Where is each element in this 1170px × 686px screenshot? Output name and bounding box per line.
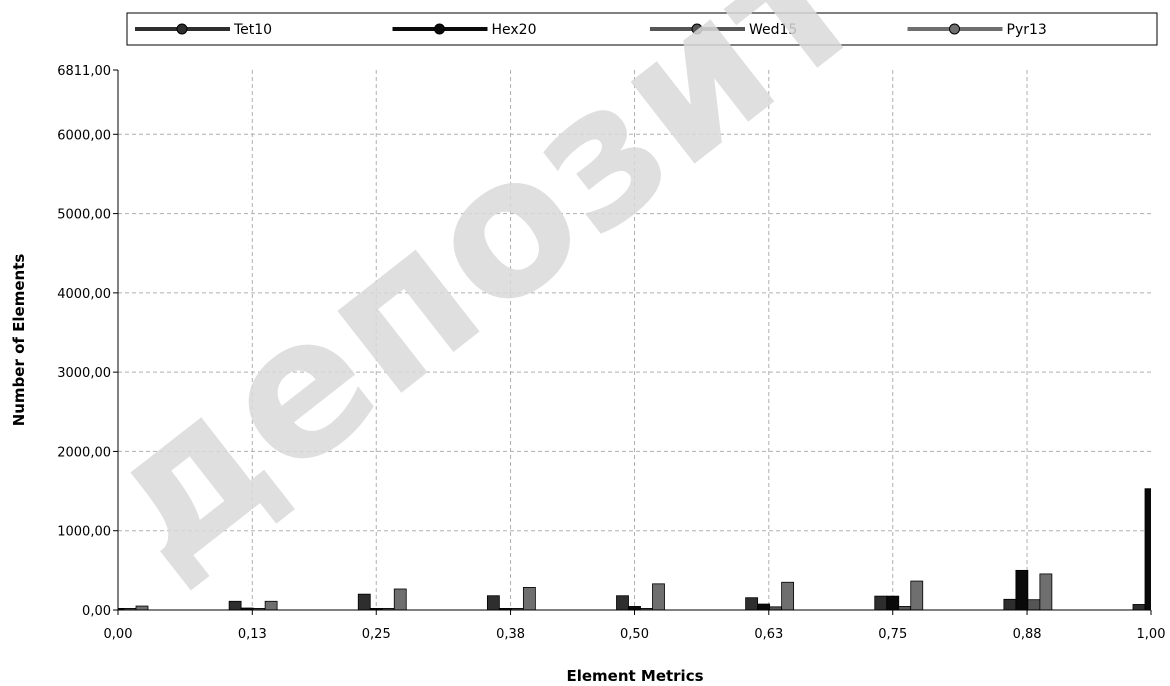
legend-marker-pyr13 (949, 23, 960, 35)
y-tick-label: 6000,00 (57, 128, 111, 143)
bar-pyr13-2 (393, 588, 407, 610)
x-tick-label: 1,00 (1137, 627, 1166, 642)
bar-tet10-2 (357, 593, 371, 610)
y-axis: 0,00 1000,00 2000,00 3000,00 4000,00 5000,00 6… (57, 64, 119, 619)
x-tick-label: 0,50 (620, 627, 649, 642)
x-axis-title: Element Metrics (566, 667, 703, 685)
bar-pyr13-3 (522, 587, 536, 610)
bar-hex20-7 (1015, 569, 1029, 610)
bar-tet10-8 (1132, 604, 1146, 610)
bar-tet10-4 (616, 595, 629, 610)
y-tick-label: 2000,00 (57, 445, 111, 460)
bar-pyr13-4 (652, 583, 665, 610)
legend: Tet10 Hex20 Wed15 Pyr13 (126, 12, 1158, 46)
y-tick-label: 6811,00 (57, 64, 111, 79)
y-axis-title: Number of Elements (10, 254, 28, 427)
bar-tet10-3 (486, 595, 500, 610)
legend-label-hex20: Hex20 (492, 22, 537, 38)
x-tick-label: 0,13 (238, 627, 267, 642)
y-tick-label: 5000,00 (57, 208, 111, 223)
legend-marker-wed15 (691, 23, 703, 35)
bar-pyr13-0 (135, 605, 149, 610)
legend-marker-hex20 (434, 23, 445, 35)
x-axis: 0,00 0,13 0,25 0,38 0,50 0,63 0,75 0,88 1,00 (104, 609, 1166, 642)
plot-area (118, 70, 1169, 610)
legend-label-wed15: Wed15 (749, 22, 797, 38)
legend-marker-tet10 (176, 23, 188, 35)
bar-hex20-8 (1144, 488, 1151, 610)
bar-wed15-7 (1027, 599, 1041, 610)
bar-wed15-8 (1157, 600, 1169, 610)
bar-tet10-7 (1003, 598, 1017, 610)
legend-label-tet10: Tet10 (233, 22, 272, 38)
bar-pyr13-1 (264, 600, 278, 610)
y-tick-label: 0,00 (82, 604, 111, 619)
bar-hex20-6 (886, 595, 900, 610)
y-tick-label: 1000,00 (57, 525, 111, 540)
legend-label-pyr13: Pyr13 (1007, 22, 1047, 38)
bar-pyr13-7 (1039, 573, 1053, 610)
bar-pyr13-6 (910, 580, 924, 610)
bar-wed15-6 (898, 606, 912, 610)
bar-pyr13-5 (781, 581, 795, 610)
y-tick-label: 3000,00 (57, 366, 111, 381)
watermark: депозит (58, 0, 902, 612)
bar-hex20-5 (757, 603, 771, 610)
x-tick-label: 0,63 (754, 627, 783, 642)
x-tick-label: 0,25 (362, 627, 391, 642)
x-tick-label: 0,75 (878, 627, 907, 642)
bar-hex20-4 (628, 606, 641, 610)
bar-tet10-6 (874, 595, 888, 610)
x-tick-label: 0,00 (104, 627, 133, 642)
y-tick-label: 4000,00 (57, 287, 111, 302)
x-tick-label: 0,88 (1013, 627, 1042, 642)
x-tick-label: 0,38 (496, 627, 525, 642)
bar-tet10-5 (745, 597, 759, 610)
bar-tet10-1 (228, 600, 242, 610)
